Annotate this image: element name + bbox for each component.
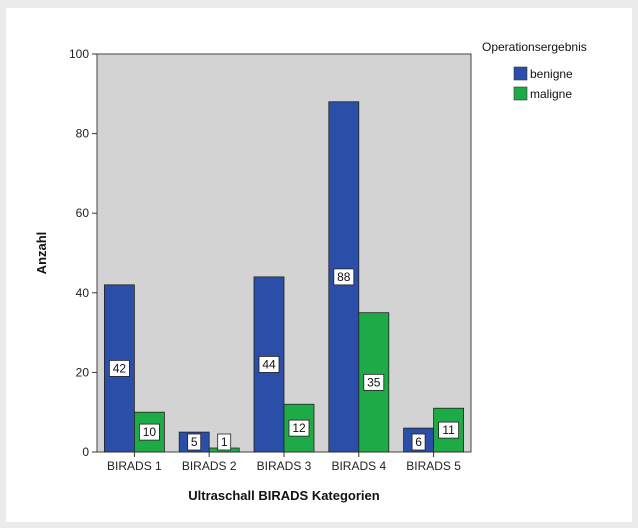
data-label-box: [333, 268, 355, 286]
data-label: 88: [337, 270, 351, 284]
y-tick-label: 40: [76, 286, 90, 300]
data-label-box: [363, 373, 385, 391]
data-label: 42: [113, 361, 127, 375]
y-tick-label: 20: [76, 365, 90, 379]
data-label-box: [187, 433, 202, 451]
data-label: 44: [262, 357, 276, 371]
data-label-group: 12: [288, 419, 310, 437]
data-label-box: [109, 360, 130, 377]
y-tick-label: 60: [76, 206, 90, 220]
y-tick-label: 100: [69, 47, 89, 61]
legend-title: Operationsergebnis: [482, 40, 587, 54]
data-label: 11: [442, 423, 455, 437]
y-axis-title: Anzahl: [34, 232, 49, 275]
data-label-group: 88: [333, 268, 355, 286]
x-tick-label: BIRADS 5: [406, 459, 461, 473]
data-label-box: [138, 423, 160, 441]
x-tick-label: BIRADS 3: [257, 459, 312, 473]
x-tick-label: BIRADS 2: [182, 459, 237, 473]
data-label-group: 10: [138, 423, 160, 441]
data-label: 5: [191, 435, 198, 449]
data-label-box: [411, 433, 426, 451]
data-label-group: 44: [258, 356, 280, 373]
data-label-group: 6: [411, 433, 426, 451]
data-label-group: 5: [187, 433, 202, 451]
legend-label-benigne: benigne: [530, 67, 573, 81]
data-label-box: [438, 421, 460, 439]
data-label: 35: [367, 375, 381, 389]
legend-label-maligne: maligne: [530, 87, 572, 101]
x-tick-label: BIRADS 4: [331, 459, 386, 473]
data-label: 12: [292, 421, 306, 435]
legend-swatch-benigne: [513, 66, 528, 81]
data-label-group: 35: [363, 373, 385, 391]
x-axis-title: Ultraschall BIRADS Kategorien: [188, 488, 379, 503]
data-label-group: 1: [217, 433, 232, 451]
legend-swatch-maligne: [513, 86, 528, 101]
y-tick-label: 80: [76, 127, 90, 141]
x-tick-label: BIRADS 1: [107, 459, 162, 473]
data-label: 1: [221, 435, 228, 449]
data-label-box: [217, 433, 232, 451]
data-label: 10: [143, 425, 157, 439]
data-label-group: 11: [438, 421, 460, 439]
data-label-box: [288, 419, 310, 437]
bar-chart: 0 20 40 60 80 100 BIRADS 1 BIRADS 2 BIRADS 3 BIR…: [34, 40, 587, 503]
data-label-group: 42: [109, 360, 130, 377]
chart-frame: 0 20 40 60 80 100 BIRADS 1 BIRADS 2 BIRADS 3 BIR…: [6, 8, 632, 522]
data-label: 6: [415, 435, 422, 449]
data-label-box: [258, 356, 280, 373]
legend: Operationsergebnis benigne maligne: [482, 40, 587, 101]
y-tick-label: 0: [82, 445, 89, 459]
